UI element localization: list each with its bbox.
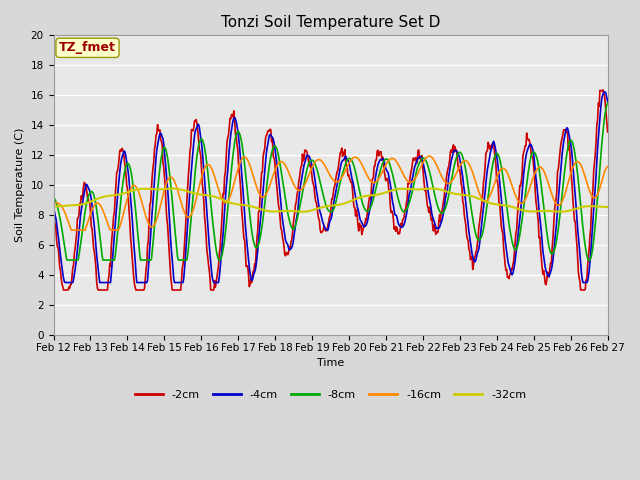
-4cm — [50, 204, 58, 210]
Line: -32cm: -32cm — [54, 189, 607, 212]
-16cm — [68, 227, 76, 233]
-2cm — [415, 147, 422, 153]
-4cm — [118, 157, 125, 163]
-8cm — [174, 254, 182, 260]
Line: -2cm: -2cm — [54, 90, 607, 290]
-8cm — [60, 237, 67, 243]
-32cm — [399, 186, 406, 192]
-4cm — [415, 155, 422, 161]
-32cm — [415, 187, 422, 192]
-4cm — [60, 276, 67, 281]
-16cm — [425, 153, 433, 159]
-8cm — [50, 194, 58, 200]
X-axis label: Time: Time — [317, 358, 344, 368]
-8cm — [63, 257, 71, 263]
-4cm — [399, 224, 406, 229]
-16cm — [174, 187, 182, 193]
-32cm — [604, 204, 611, 210]
Y-axis label: Soil Temperature (C): Soil Temperature (C) — [15, 128, 25, 242]
-32cm — [174, 186, 182, 192]
-4cm — [604, 98, 611, 104]
-4cm — [203, 209, 211, 215]
-16cm — [604, 164, 611, 169]
-16cm — [203, 162, 211, 168]
-32cm — [557, 209, 564, 215]
-8cm — [604, 100, 611, 106]
-2cm — [118, 148, 125, 154]
-2cm — [50, 211, 58, 216]
-16cm — [415, 168, 422, 174]
-2cm — [60, 287, 68, 293]
-32cm — [60, 203, 67, 209]
-2cm — [60, 287, 67, 293]
Line: -4cm: -4cm — [54, 92, 607, 283]
-4cm — [174, 280, 182, 286]
-8cm — [118, 192, 125, 198]
-2cm — [604, 129, 611, 135]
Legend: -2cm, -4cm, -8cm, -16cm, -32cm: -2cm, -4cm, -8cm, -16cm, -32cm — [131, 385, 531, 404]
-32cm — [50, 204, 58, 209]
Line: -16cm: -16cm — [54, 156, 607, 230]
-16cm — [50, 200, 58, 205]
-8cm — [399, 208, 406, 214]
-32cm — [116, 192, 124, 197]
-2cm — [399, 217, 406, 223]
-16cm — [60, 207, 67, 213]
Text: TZ_fmet: TZ_fmet — [59, 41, 116, 54]
-32cm — [169, 186, 177, 192]
-2cm — [203, 248, 211, 254]
-16cm — [399, 170, 406, 176]
-16cm — [118, 219, 125, 225]
-8cm — [203, 161, 211, 167]
-2cm — [599, 87, 607, 93]
-32cm — [203, 192, 211, 198]
-4cm — [61, 280, 69, 286]
-4cm — [601, 89, 609, 95]
Line: -8cm: -8cm — [54, 103, 607, 260]
Title: Tonzi Soil Temperature Set D: Tonzi Soil Temperature Set D — [221, 15, 440, 30]
-2cm — [174, 287, 182, 293]
-8cm — [415, 161, 422, 167]
